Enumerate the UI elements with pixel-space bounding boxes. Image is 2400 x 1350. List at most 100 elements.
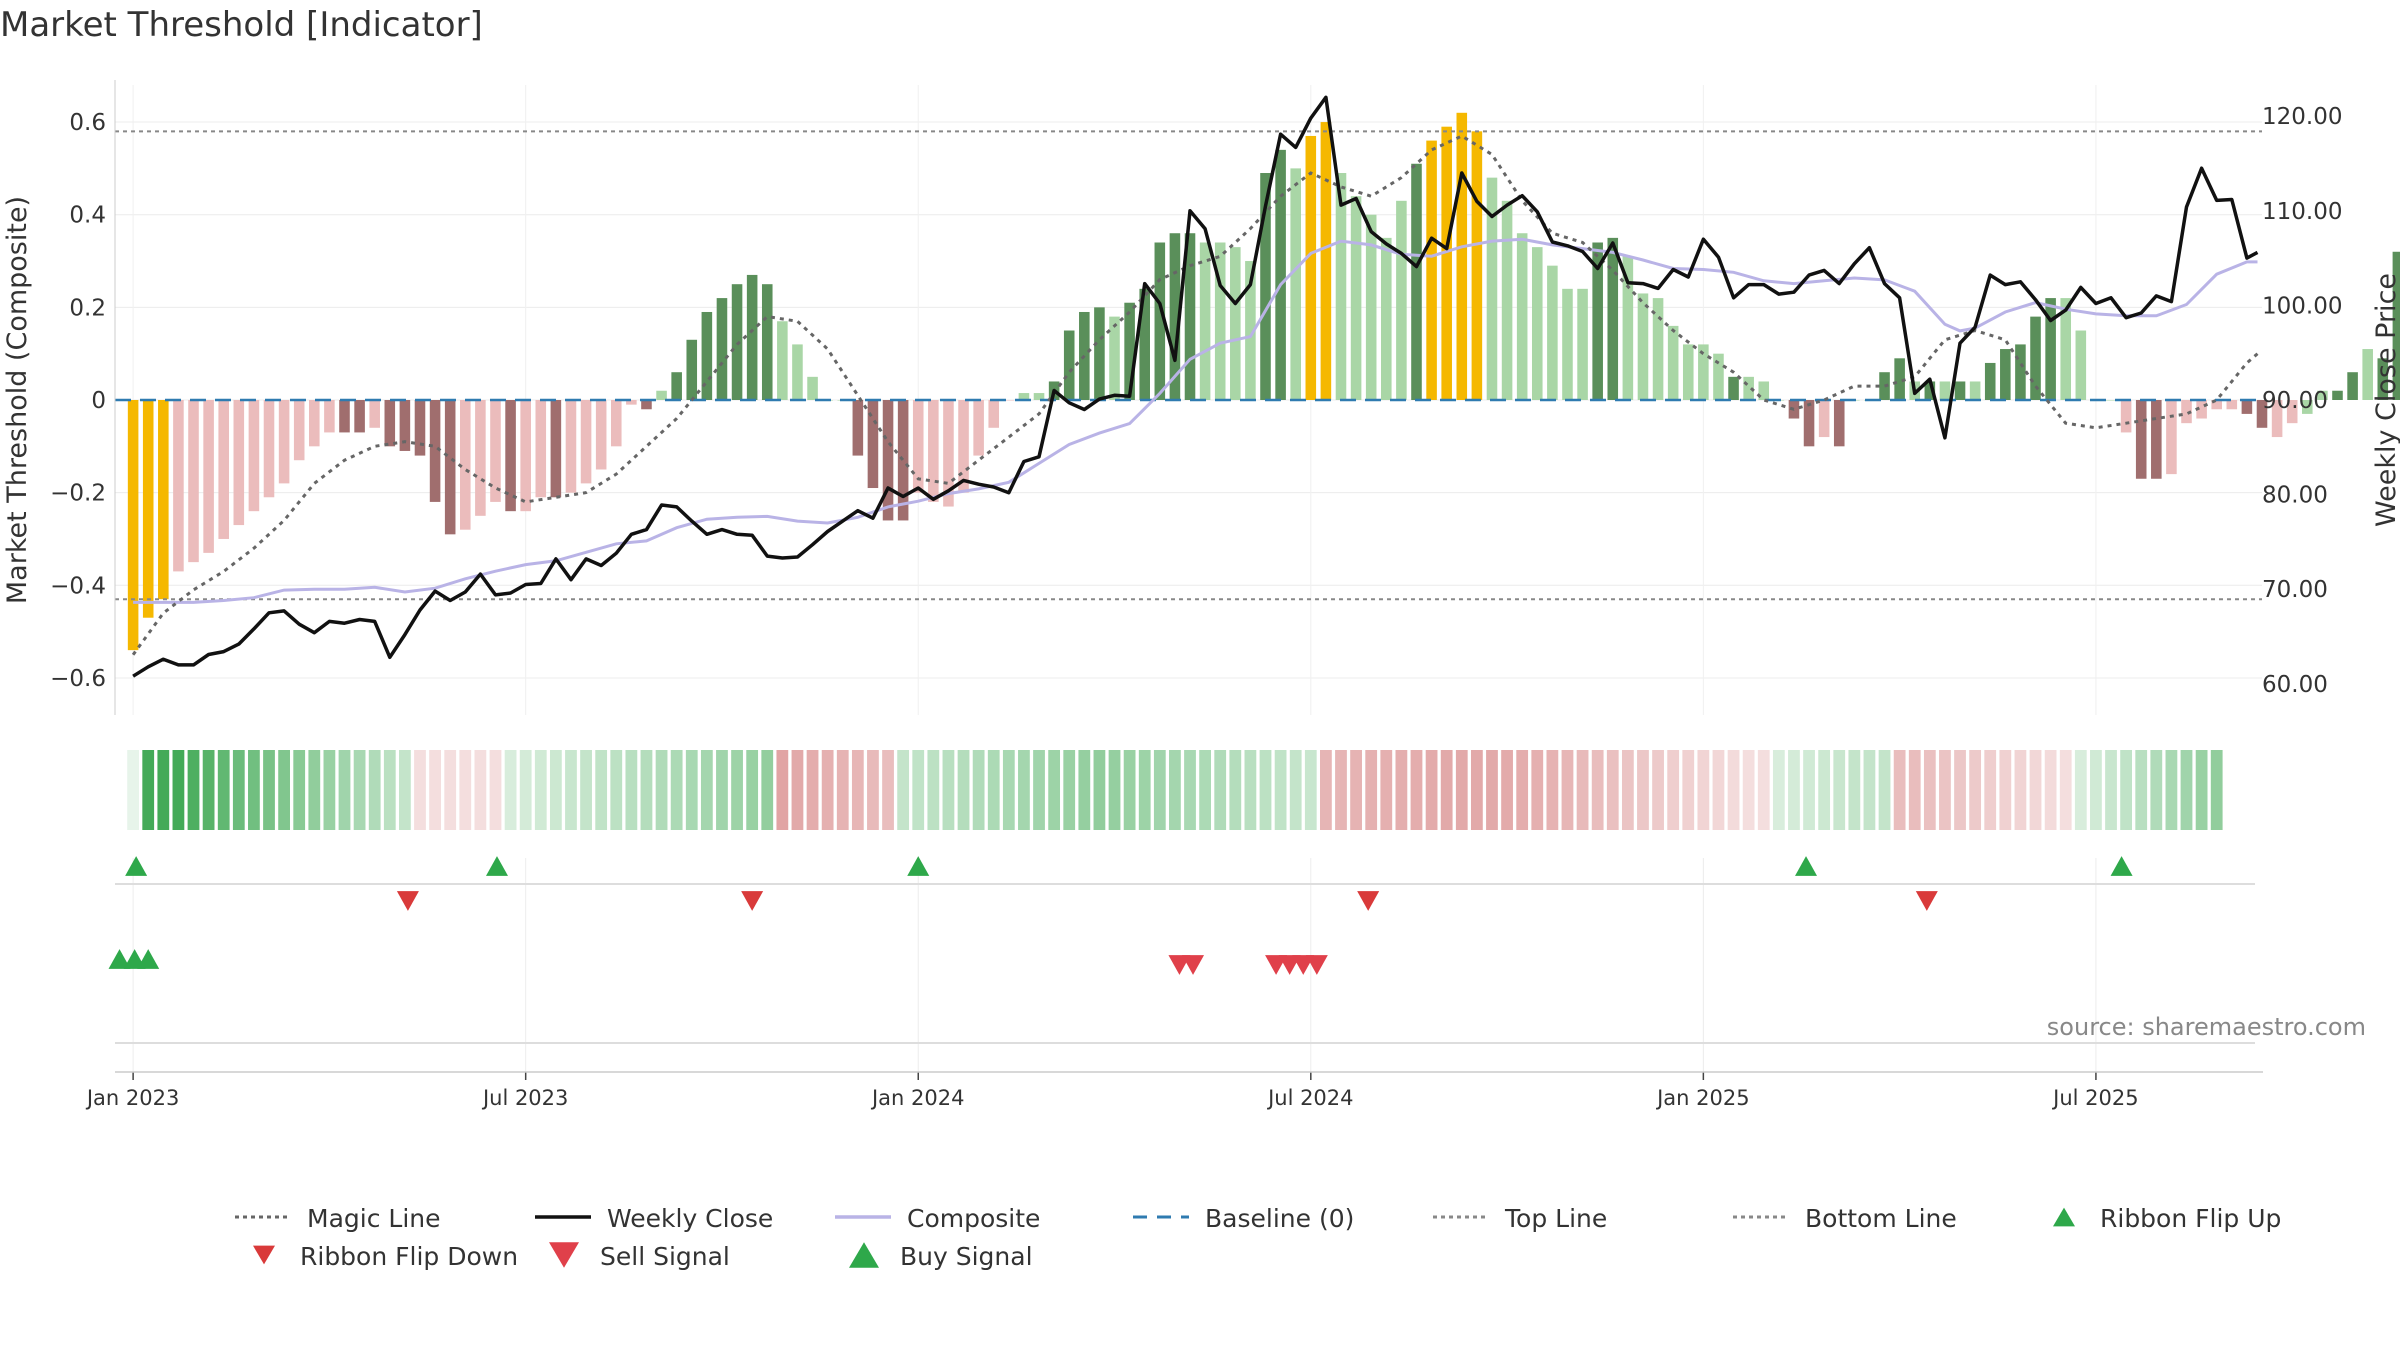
ribbon-cell [1153,750,1166,830]
composite-bar [1682,344,1694,400]
source-text: source: sharemaestro.com [2047,1013,2366,1041]
legend-swatch [849,1242,879,1268]
composite-bar [2317,390,2328,400]
composite-bar [1924,381,1936,400]
composite-bar [158,400,169,600]
composite-bar [1154,242,1166,400]
composite-bar [1018,393,1030,400]
legend-label: Bottom Line [1805,1204,1957,1233]
ribbon-cell [504,750,517,830]
ribbon-cell [1621,750,1634,830]
composite-bar [1501,200,1513,400]
ribbon-cell [368,750,381,830]
composite-bar [716,298,728,400]
ribbon-cell [851,750,864,830]
legend-label: Top Line [1504,1204,1607,1233]
ribbon-cell [2105,750,2117,830]
x-tick-label: Jul 2024 [1266,1086,1353,1110]
composite-bar [2196,400,2207,419]
composite-bar [1833,400,1845,447]
ribbon-cell [1123,750,1136,830]
ribbon-cell [716,750,728,830]
ribbon-cell [776,750,789,830]
ribbon-cell [1939,750,1951,830]
composite-bar [173,400,184,572]
composite-bar [1230,247,1241,400]
ribbon-cell [2120,750,2133,830]
composite-bar [1939,381,1951,400]
ribbon-cell [806,750,819,830]
sell-signal-marker [1305,955,1328,975]
ribbon-cell [1742,750,1755,830]
ribbon-cell [308,750,321,830]
ribbon-cell [1591,750,1604,830]
ribbon-cell [1772,750,1785,830]
ribbon-cell [791,750,804,830]
composite-bar [293,400,305,461]
ribbon-cell [1833,750,1846,830]
composite-bar [1531,247,1543,400]
ribbon-cell [882,750,894,830]
composite-bar [867,400,879,489]
composite-bar [444,400,456,535]
composite-bar [218,400,229,539]
ribbon-cell [1470,750,1483,830]
ribbon-cell [489,750,502,830]
ribbon-cell [1501,750,1513,830]
ribbon-cell [278,750,290,830]
ribbon-cell [519,750,532,830]
composite-bar [1637,293,1649,400]
composite-bar [2000,349,2011,400]
ribbon-cell [1274,750,1287,830]
composite-bar [2166,400,2177,475]
ribbon-cell [1199,750,1211,830]
ribbon-cell [1712,750,1725,830]
composite-bar [127,400,139,651]
ribbon-cell [1455,750,1468,830]
composite-bar [2075,330,2087,400]
composite-bar [1426,140,1437,400]
ribbon-cell [1863,750,1876,830]
ribbon-cell [1078,750,1091,830]
composite-bar [761,284,773,400]
ribbon-cell [957,750,970,830]
ribbon-cell [761,750,774,830]
ribbon-cell [1304,750,1317,830]
composite-bar [1003,400,1015,401]
ribbon-cell [1969,750,1982,830]
composite-bar [701,311,713,400]
composite-bar [1305,135,1317,401]
ribbon-flip-down-marker [741,891,764,911]
composite-bar [203,400,214,553]
ribbon-cell [1320,750,1332,830]
ribbon-flip-up-marker [485,856,508,876]
ribbon-cell [1803,750,1815,830]
y-left-tick-label: 0.2 [69,295,106,321]
composite-bar [746,274,758,400]
composite-bar [671,372,682,400]
composite-bar [1033,393,1045,400]
ribbon-cell [1380,750,1393,830]
composite-bar [565,400,577,493]
composite-bar [1577,288,1588,400]
composite-bar [988,400,1000,428]
y-right-tick-label: 100.00 [2262,293,2342,319]
composite-bar [2211,400,2222,410]
composite-bar [1396,200,1407,400]
ribbon-cell [731,750,743,830]
ribbon-cell [1048,750,1061,830]
composite-bar [928,400,939,502]
ribbon-cell [670,750,683,830]
composite-bar [686,339,698,400]
legend-swatch [549,1242,579,1268]
ribbon-cell [610,750,623,830]
composite-bar [792,344,803,400]
sell-signal-marker [1182,955,1205,975]
composite-bar [1381,237,1392,400]
ribbon-cell [655,750,668,830]
ribbon-cell [1063,750,1076,830]
composite-bar [1456,112,1468,400]
ribbon-cell [2180,750,2193,830]
y-left-tick-label: 0 [91,388,106,414]
